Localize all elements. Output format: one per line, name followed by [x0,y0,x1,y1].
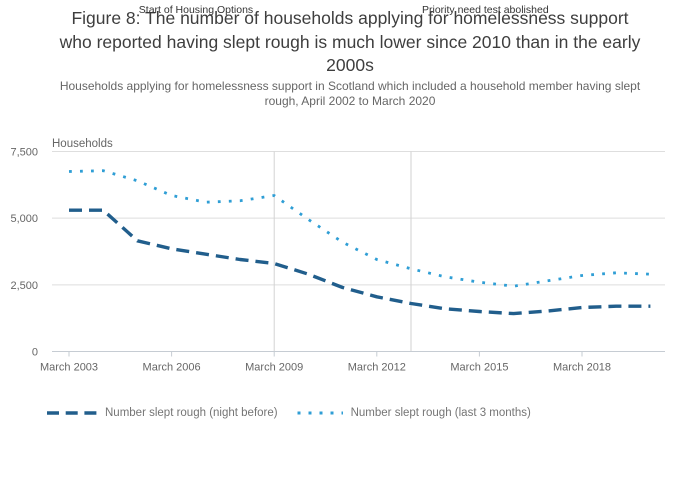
series-line-dotted [68,169,651,288]
legend-label-last-3-months: Number slept rough (last 3 months) [350,407,531,419]
axes-layer: 0 2,500 5,000 7,500 Households March 2003 Marc… [10,138,665,374]
y-tick-label: 0 [32,347,38,359]
annotation-lines-layer [273,151,412,352]
chart-subtitle: Households applying for homelessness sup… [59,79,641,108]
annotation-label-priority-need: Priority need test abolished [422,4,549,16]
x-tick-label: March 2018 [553,362,611,374]
x-tick-label: March 2009 [245,362,303,374]
y-tick-label: 7,500 [10,147,38,159]
x-tick-label: March 2015 [450,362,508,374]
legend-item-night-before[interactable]: Number slept rough (night before) [46,407,278,419]
legend-item-last-3-months[interactable]: Number slept rough (last 3 months) [296,407,531,419]
dashed-line-swatch-icon [47,411,97,415]
gridlines-layer [52,151,665,286]
y-axis-title: Households [52,138,113,150]
series-line-dashed [69,208,651,316]
y-tick-label: 2,500 [10,280,38,292]
dotted-line-swatch-icon [297,411,343,415]
y-tick-label: 5,000 [10,213,38,225]
x-tick-label: March 2012 [348,362,406,374]
chart-legend: Number slept rough (night before) Number… [46,407,549,419]
x-tick-label: March 2003 [40,362,98,374]
series-layer [68,169,651,316]
legend-label-night-before: Number slept rough (night before) [105,407,278,419]
chart-title: Figure 8: The number of households apply… [59,8,641,75]
annotation-label-housing-options: Start of Housing Options [138,4,254,16]
x-tick-label: March 2006 [143,362,201,374]
